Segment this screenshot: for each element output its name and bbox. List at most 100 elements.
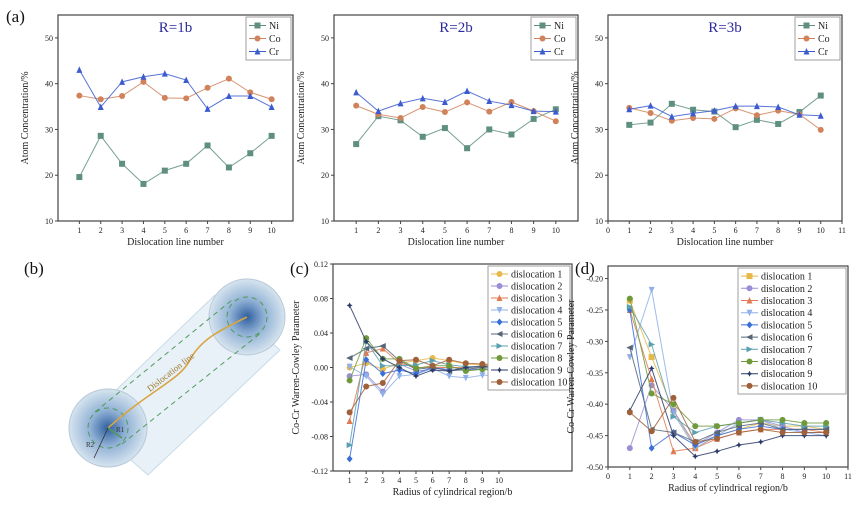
series-co <box>76 75 275 103</box>
data-point <box>626 409 633 416</box>
series-line <box>79 78 272 100</box>
x-tick-label: 11 <box>838 226 846 235</box>
legend: Ni Co Cr <box>245 16 292 61</box>
data-point <box>446 362 453 369</box>
x-tick-label: 1 <box>628 472 632 481</box>
legend-label: Co <box>554 34 566 45</box>
inner-radius-top <box>226 296 268 338</box>
x-tick-label: 9 <box>480 476 484 485</box>
legend-marker <box>254 48 261 55</box>
legend: Ni Co Cr <box>530 16 577 61</box>
y-tick-label: 0.08 <box>314 295 328 304</box>
y-tick-label: 50 <box>321 34 329 43</box>
x-tick-label: 10 <box>268 226 276 235</box>
legend-marker <box>746 334 753 341</box>
chart-1: 1 2 3 4 5 6 7 8 9 10 10 20 30 40 50 Dislocation line nu… <box>20 14 294 248</box>
data-point <box>462 367 469 374</box>
x-tick-label: 7 <box>759 472 763 481</box>
data-point <box>396 364 403 371</box>
data-point <box>668 113 675 120</box>
data-point <box>648 428 655 435</box>
x-axis-label: Dislocation line number <box>677 237 774 248</box>
legend-label: dislocation 1 <box>761 272 812 283</box>
data-point <box>670 432 677 439</box>
data-point <box>397 99 404 107</box>
legend-marker <box>539 48 546 55</box>
x-tick-label: 4 <box>141 226 145 235</box>
data-point <box>346 409 353 416</box>
series-co <box>353 98 559 125</box>
data-point <box>225 164 232 171</box>
data-point <box>379 370 386 378</box>
legend-marker <box>803 22 810 29</box>
r1-label: R1 <box>116 426 125 434</box>
x-tick-label: 4 <box>691 226 695 235</box>
data-point <box>669 429 677 436</box>
chart-5: 0 1 2 3 4 5 6 7 8 9 10 11 -0.50 -0.45 -0.40 -0.35 -0.30 -… <box>566 265 852 494</box>
y-tick-label: 30 <box>45 125 53 134</box>
x-tick-label: 2 <box>649 226 653 235</box>
data-point <box>670 413 677 420</box>
x-tick-label: 7 <box>206 226 210 235</box>
data-point <box>626 344 633 351</box>
data-point <box>508 101 515 109</box>
data-point <box>823 420 830 427</box>
x-tick-label: 10 <box>552 226 560 235</box>
data-point <box>530 107 537 115</box>
x-tick-label: 9 <box>802 472 806 481</box>
data-point <box>757 416 764 423</box>
x-tick-label: 4 <box>397 476 401 485</box>
legend-label: dislocation 8 <box>511 354 562 365</box>
series-line <box>629 347 827 443</box>
data-point <box>735 442 742 449</box>
x-tick-label: 5 <box>715 472 719 481</box>
data-point <box>779 429 786 436</box>
x-tick-label: 7 <box>487 226 491 235</box>
series-cr <box>76 66 275 112</box>
x-tick-label: 5 <box>443 226 447 235</box>
dislocation-cylinder-diagram: Dislocation line R1 R2 <box>68 278 286 476</box>
data-point <box>647 109 654 116</box>
y-tick-label: 30 <box>595 125 603 134</box>
data-point <box>183 76 190 84</box>
data-point <box>379 355 386 362</box>
y-axis-label: Atom Concentration/% <box>296 71 307 164</box>
x-tick-label: 9 <box>532 226 536 235</box>
y-tick-label: -0.08 <box>311 433 328 442</box>
x-tick-label: 2 <box>364 476 368 485</box>
data-point <box>775 103 782 111</box>
x-tick-label: 8 <box>776 226 780 235</box>
x-tick-label: 0 <box>606 226 610 235</box>
x-tick-label: 2 <box>650 472 654 481</box>
data-point <box>670 401 677 408</box>
x-tick-label: 9 <box>248 226 252 235</box>
data-point <box>419 94 426 102</box>
data-point <box>692 453 699 460</box>
data-point <box>119 93 126 100</box>
data-point <box>353 141 360 148</box>
data-point <box>412 373 419 380</box>
data-point <box>183 95 190 102</box>
legend-marker <box>496 367 503 373</box>
legend-marker <box>539 35 546 42</box>
legend-label: dislocation 5 <box>761 320 812 331</box>
series-line <box>629 105 821 118</box>
y-axis-label: Co-Cr Warren-Cowley Parameter <box>566 299 577 434</box>
legend-marker <box>746 321 753 329</box>
legend-marker <box>496 294 503 301</box>
y-tick-label: -0.40 <box>586 400 603 409</box>
data-point <box>464 145 471 152</box>
data-point <box>183 160 190 167</box>
data-point <box>76 92 83 99</box>
x-tick-label: 3 <box>399 226 403 235</box>
legend-marker <box>746 285 753 292</box>
series-cr <box>626 102 824 120</box>
legend-label: dislocation 2 <box>761 284 812 295</box>
x-tick-label: 8 <box>227 226 231 235</box>
series-line <box>349 359 499 413</box>
y-tick-label: 10 <box>45 217 53 226</box>
data-point <box>429 362 436 369</box>
legend-marker <box>496 283 503 289</box>
legend-marker <box>496 318 503 326</box>
data-point <box>462 360 469 367</box>
